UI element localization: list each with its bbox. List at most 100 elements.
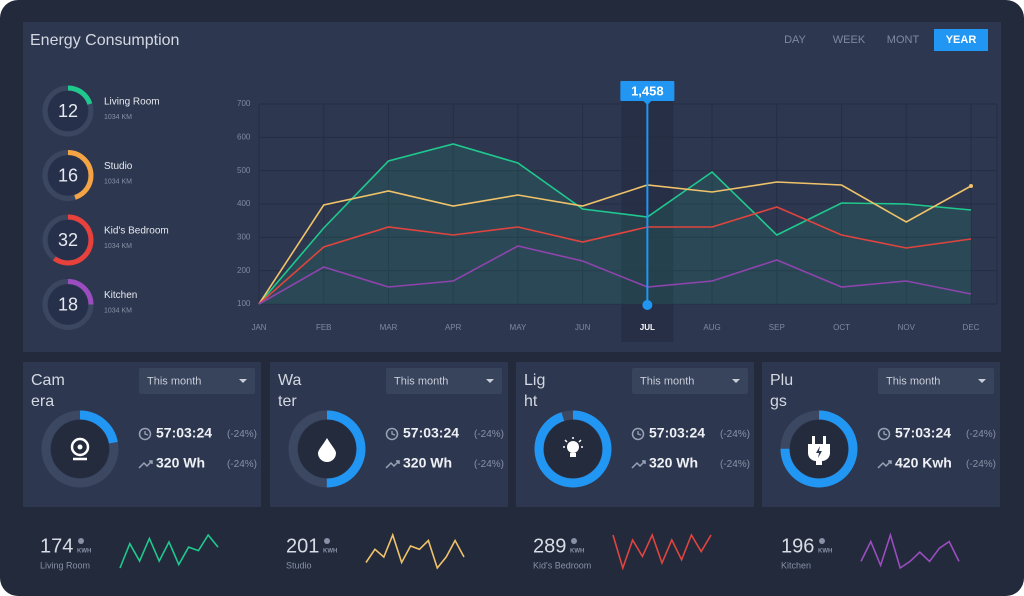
time-value: 57:03:24 (403, 425, 459, 441)
spark-dot (571, 538, 577, 544)
room-value: 32 (58, 230, 78, 250)
ring-inner (48, 91, 88, 131)
tab[interactable]: YEAR (946, 34, 977, 46)
y-tick-label: 400 (237, 199, 251, 208)
energy-value: 320 Wh (403, 455, 452, 471)
tab-active-bg[interactable] (934, 29, 988, 51)
energy-value: 420 Kwh (895, 455, 952, 471)
period-label[interactable]: This month (886, 375, 940, 387)
icon (812, 436, 815, 444)
trend-icon (385, 460, 400, 469)
icon (816, 446, 822, 458)
icon (823, 436, 826, 444)
energy-change: (-24%) (720, 459, 750, 470)
clock-icon (144, 431, 149, 436)
dropdown-caret[interactable] (978, 379, 986, 383)
ring-progress (42, 279, 94, 330)
spark-unit: KWH (818, 549, 832, 555)
ring-inner (48, 155, 88, 196)
tooltip-pointer (643, 101, 652, 105)
clock-icon (631, 427, 645, 441)
room-value: 16 (58, 165, 78, 185)
x-tick-label: JUL (640, 323, 655, 332)
period-dropdown[interactable] (139, 368, 255, 394)
time-value: 57:03:24 (895, 425, 951, 441)
spark-label: Kid's Bedroom (533, 560, 591, 570)
dropdown-caret[interactable] (239, 379, 247, 383)
period-label[interactable]: This month (640, 375, 694, 387)
icon (570, 453, 576, 457)
series-line (258, 206, 972, 305)
trend-icon (877, 460, 892, 469)
x-tick-label: MAY (510, 323, 527, 332)
series-end-dot (969, 184, 973, 188)
x-tick-label: MAR (380, 323, 398, 332)
sparkline (365, 532, 465, 570)
y-tick-label: 300 (237, 232, 251, 241)
dropdown-caret[interactable] (486, 379, 494, 383)
spark-dot (324, 538, 330, 544)
trend-icon (631, 460, 646, 469)
energy-change: (-24%) (966, 459, 996, 470)
spark-unit: KWH (77, 549, 91, 555)
dropdown-caret[interactable] (732, 379, 740, 383)
spark-dot (78, 538, 84, 544)
x-tick-label: APR (445, 323, 462, 332)
period-dropdown[interactable] (878, 368, 994, 394)
tab[interactable]: WEEK (833, 34, 866, 46)
card-title: Camera (31, 372, 65, 410)
time-change: (-24%) (966, 429, 996, 440)
period-label[interactable]: This month (147, 375, 201, 387)
period-dropdown[interactable] (632, 368, 748, 394)
y-tick-label: 200 (237, 266, 251, 275)
energy-value: 320 Wh (649, 455, 698, 471)
spark-unit: KWH (323, 549, 337, 555)
clock-icon (637, 431, 642, 436)
room-detail: 1034 KM (104, 243, 132, 250)
sparkline (860, 532, 960, 570)
sparkline (612, 532, 712, 571)
ring-progress (42, 85, 94, 137)
series-line (258, 143, 972, 305)
clock-icon (883, 431, 888, 436)
highlight-dot (642, 300, 653, 310)
tab[interactable]: DAY (784, 34, 806, 46)
ring-inner (48, 220, 88, 260)
x-tick-label: NOV (898, 323, 916, 332)
period-label[interactable]: This month (394, 375, 448, 387)
tooltip-label: 1,458 (631, 83, 664, 98)
y-tick-label: 100 (237, 299, 251, 308)
card-title: Water (278, 372, 302, 410)
x-tick-label: JUN (575, 323, 591, 332)
spark-value: 201 (286, 535, 319, 557)
ring-progress (42, 214, 94, 266)
card-title: Light (524, 372, 546, 410)
tab[interactable]: MONT (887, 34, 920, 46)
room-name: Living Room (104, 97, 160, 108)
ring-inner (48, 284, 88, 325)
clock-icon (391, 431, 396, 436)
page-title: Energy Consumption (30, 32, 179, 49)
energy-value: 320 Wh (156, 455, 205, 471)
ring-progress (534, 410, 612, 488)
energy-change: (-24%) (227, 459, 257, 470)
spark-label: Studio (286, 560, 312, 570)
ring-progress (41, 410, 119, 488)
series-line (258, 181, 972, 305)
y-tick-label: 700 (237, 99, 251, 108)
room-name: Studio (104, 161, 133, 172)
clock-icon (138, 427, 152, 441)
x-tick-label: JAN (251, 323, 266, 332)
spark-dot (819, 538, 825, 544)
clock-icon (877, 427, 891, 441)
spark-value: 289 (533, 535, 566, 557)
spark-unit: KWH (570, 549, 584, 555)
ring-progress (780, 410, 858, 488)
x-tick-label: OCT (833, 323, 850, 332)
room-value: 12 (58, 101, 78, 121)
icon (318, 438, 336, 462)
spark-label: Living Room (40, 560, 90, 570)
series-line (258, 245, 972, 305)
icon (567, 441, 579, 453)
period-dropdown[interactable] (386, 368, 502, 394)
